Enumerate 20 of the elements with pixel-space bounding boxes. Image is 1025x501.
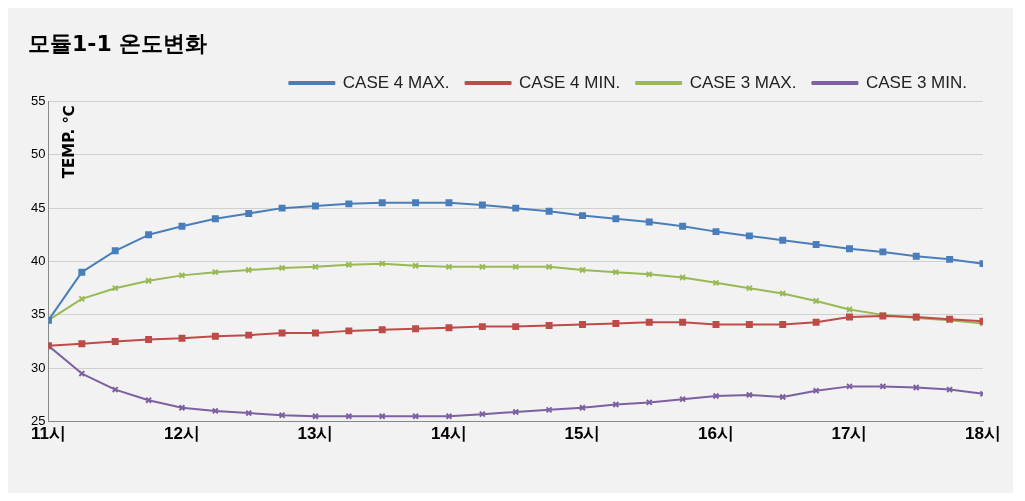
y-tick-label: 30 — [30, 359, 46, 375]
y-axis-title: TEMP. ℃ — [60, 105, 79, 179]
chart-title: 모듈1-1 온도변화 — [28, 30, 208, 56]
y-tick-label: 55 — [30, 92, 46, 108]
legend-label: CASE 3 MIN. — [865, 72, 968, 92]
legend-label: CASE 4 MIN. — [519, 72, 621, 92]
y-tick-label: 40 — [30, 253, 46, 269]
x-tick-label: 15시 — [564, 424, 601, 444]
x-tick-label: 17시 — [831, 424, 868, 444]
y-tick-label: 45 — [30, 199, 46, 215]
x-tick-label: 11시 — [30, 424, 66, 444]
legend-label: CASE 4 MAX. — [342, 72, 450, 92]
x-tick-label: 12시 — [164, 424, 200, 444]
x-tick-label: 18시 — [965, 424, 1001, 444]
x-tick-label: 14시 — [431, 424, 467, 444]
legend-label: CASE 3 MAX. — [689, 72, 797, 92]
y-tick-label: 50 — [30, 146, 46, 162]
x-tick-label: 13시 — [297, 424, 334, 444]
y-tick-label: 35 — [30, 306, 46, 322]
x-tick-label: 16시 — [698, 424, 734, 444]
